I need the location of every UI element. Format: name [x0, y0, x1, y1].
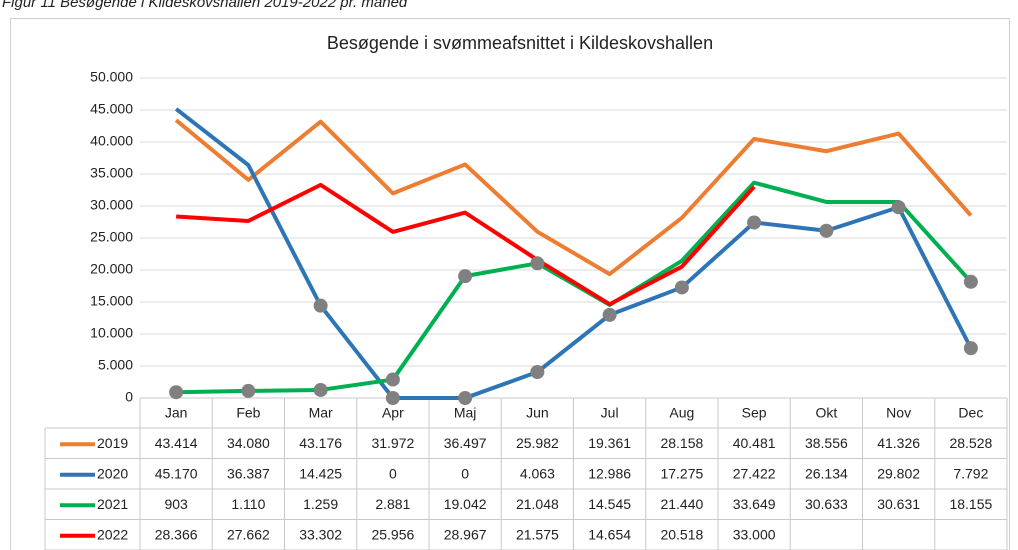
- table-cell: 45.170: [155, 465, 198, 481]
- table-cell: 30.631: [877, 496, 920, 512]
- table-cell: 14.654: [588, 526, 631, 542]
- legend-label: 2021: [97, 496, 128, 512]
- marker: [385, 391, 400, 405]
- table-cell: 31.972: [371, 435, 414, 451]
- marker: [674, 280, 689, 295]
- table-cell: 41.326: [877, 435, 920, 451]
- table-cell: 43.176: [299, 435, 342, 451]
- y-tick-label: 15.000: [90, 293, 133, 309]
- y-tick-label: 5.000: [98, 357, 133, 373]
- marker: [963, 341, 978, 356]
- table-cell: 1.110: [231, 496, 265, 512]
- y-tick-label: 20.000: [90, 261, 133, 277]
- table-cell: 29.802: [877, 465, 920, 481]
- table-cell: 4.063: [520, 465, 555, 481]
- x-tick-label: Aug: [669, 405, 694, 421]
- marker: [169, 385, 184, 400]
- table-cell: 27.662: [227, 526, 270, 542]
- y-tick-label: 40.000: [90, 133, 133, 149]
- x-tick-label: Jun: [526, 405, 549, 421]
- marker: [241, 383, 256, 398]
- y-tick-label: 25.000: [90, 229, 133, 245]
- table-cell: 21.048: [516, 496, 559, 512]
- y-tick-label: 50.000: [90, 69, 133, 85]
- x-tick-label: Sep: [742, 405, 767, 421]
- y-tick-label: 45.000: [90, 101, 133, 117]
- legend-label: 2020: [97, 465, 128, 481]
- table-cell: 18.155: [949, 496, 992, 512]
- table-cell: 0: [461, 465, 469, 481]
- y-tick-label: 30.000: [90, 197, 133, 213]
- marker: [458, 269, 473, 284]
- table-cell: 1.259: [303, 496, 338, 512]
- table-cell: 33.649: [733, 496, 776, 512]
- series-line: [174, 118, 973, 277]
- table-cell: 27.422: [733, 465, 776, 481]
- chart-title: Besøgende i svømmeafsnittet i Kildeskovs…: [327, 33, 713, 53]
- marker: [385, 372, 400, 387]
- x-tick-label: Jan: [165, 405, 188, 421]
- table-cell: 36.497: [444, 435, 487, 451]
- table-cell: 19.042: [444, 496, 487, 512]
- table-cell: 33.000: [733, 526, 776, 542]
- table-cell: 14.425: [299, 465, 342, 481]
- table-cell: 43.414: [155, 435, 198, 451]
- table-cell: 28.158: [660, 435, 703, 451]
- table-cell: 20.518: [660, 526, 703, 542]
- marker: [963, 274, 978, 289]
- marker: [458, 391, 473, 405]
- series-line: [176, 182, 756, 307]
- table-cell: 21.440: [660, 496, 703, 512]
- caption: Figur 11 Besøgende i Kildeskovshallen 20…: [2, 0, 408, 11]
- x-tick-label: Nov: [886, 405, 911, 421]
- x-tick-label: Maj: [454, 405, 477, 421]
- x-tick-label: Jul: [601, 405, 619, 421]
- y-tick-label: 35.000: [90, 165, 133, 181]
- table-cell: 25.956: [371, 526, 414, 542]
- table-cell: 26.134: [805, 465, 848, 481]
- x-tick-label: Okt: [815, 405, 837, 421]
- table-cell: 12.986: [588, 465, 631, 481]
- table-cell: 21.575: [516, 526, 559, 542]
- table-cell: 28.967: [444, 526, 487, 542]
- x-tick-label: Mar: [309, 405, 333, 421]
- chart-frame: [10, 18, 1010, 550]
- table-cell: 2.881: [375, 496, 410, 512]
- marker: [530, 256, 545, 271]
- table-cell: 14.545: [588, 496, 631, 512]
- table-cell: 34.080: [227, 435, 270, 451]
- marker: [313, 382, 328, 397]
- table-cell: 40.481: [733, 435, 776, 451]
- table-cell: 7.792: [953, 465, 988, 481]
- table-cell: 19.361: [588, 435, 631, 451]
- table-cell: 38.556: [805, 435, 848, 451]
- marker: [819, 223, 834, 238]
- marker: [747, 215, 762, 230]
- table-cell: 25.982: [516, 435, 559, 451]
- legend-label: 2022: [97, 526, 128, 542]
- x-tick-label: Dec: [958, 405, 983, 421]
- table-cell: 30.633: [805, 496, 848, 512]
- x-tick-label: Feb: [236, 405, 260, 421]
- table-cell: 33.302: [299, 526, 342, 542]
- marker: [530, 364, 545, 379]
- y-tick-label: 0: [125, 389, 133, 405]
- legend-label: 2019: [97, 435, 128, 451]
- table-cell: 17.275: [660, 465, 703, 481]
- table-cell: 36.387: [227, 465, 270, 481]
- marker: [313, 298, 328, 313]
- series-line: [174, 107, 973, 400]
- table-cell: 28.528: [949, 435, 992, 451]
- y-tick-label: 10.000: [90, 325, 133, 341]
- table-cell: 0: [389, 465, 397, 481]
- table-cell: 28.366: [155, 526, 198, 542]
- marker: [602, 307, 617, 322]
- table-cell: 903: [164, 496, 188, 512]
- marker: [891, 200, 906, 215]
- x-tick-label: Apr: [382, 405, 404, 421]
